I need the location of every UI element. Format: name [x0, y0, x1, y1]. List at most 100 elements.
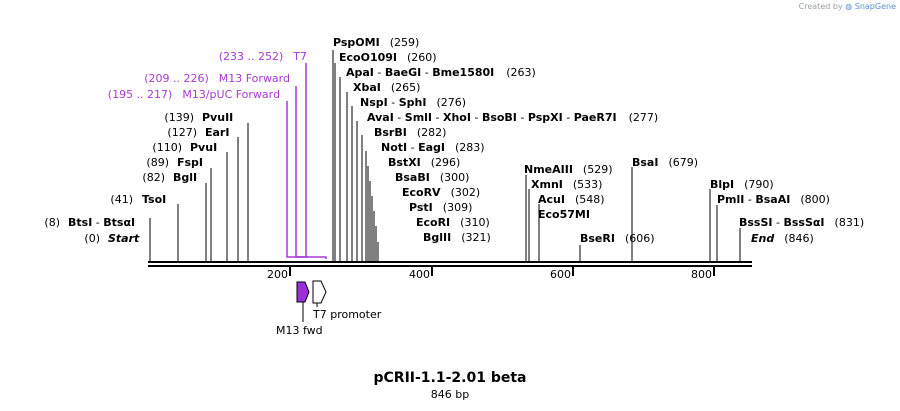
primer-lines — [286, 63, 327, 259]
primer-t7-line — [305, 63, 327, 259]
enzyme-name: EcoRI — [416, 216, 450, 229]
feature-t7-promoter-arrow[interactable] — [312, 280, 327, 304]
feature-label: T7 promoter — [312, 308, 382, 321]
enzyme-name: TsoI — [142, 193, 166, 206]
site-pos: (8) — [44, 216, 60, 229]
tick-label: 200 — [267, 268, 288, 281]
enzyme-name: PspXI — [528, 111, 563, 124]
site-pos: (276) — [436, 96, 466, 109]
enzyme-name: SphI — [399, 96, 427, 109]
primer-range: (195 .. 217) — [108, 88, 173, 101]
svg-text:XmnI(533): XmnI (533) — [531, 178, 602, 191]
svg-text:ApaI - BaeGI - Bme1580I(263): ApaI - BaeGI - Bme1580I (263) — [346, 66, 536, 79]
site-pos: (82) — [142, 171, 165, 184]
svg-text:BstXI(296): BstXI (296) — [388, 156, 460, 169]
site-pos: (800) — [800, 193, 830, 206]
enzyme-name: BsaBI — [395, 171, 430, 184]
credit-brand: SnapGene — [854, 2, 896, 11]
primer-range: (233 .. 252) — [219, 50, 284, 63]
sequence-length: 846 bp — [430, 388, 470, 401]
enzyme-name: Bme1580I — [432, 66, 494, 79]
svg-text:AcuI(548): AcuI (548) — [538, 193, 605, 206]
enzyme-name: PmlI — [717, 193, 744, 206]
site-pos: (533) — [573, 178, 603, 191]
svg-text:NspI - SphI(276): NspI - SphI (276) — [360, 96, 466, 109]
sequence-backbone — [148, 261, 752, 267]
enzyme-name: NspI — [360, 96, 388, 109]
site-pos: (529) — [583, 163, 613, 176]
tick-label: 400 — [409, 268, 430, 281]
site-pos: (321) — [461, 231, 491, 244]
enzyme-name: SmlI — [405, 111, 432, 124]
svg-text:EcoRV(302): EcoRV (302) — [402, 186, 480, 199]
enzyme-name: EagI — [418, 141, 445, 154]
site-pos: (139) — [164, 111, 194, 124]
enzyme-name: BstXI — [388, 156, 421, 169]
svg-text:BsaI(679): BsaI (679) — [632, 156, 698, 169]
site-pos: (260) — [407, 51, 437, 64]
svg-text:BssSI - BssSαI(831): BssSI - BssSαI (831) — [739, 216, 864, 229]
svg-text:(195 .. 217)M13/pUC Forward: (195 .. 217) M13/pUC Forward — [108, 88, 280, 101]
site-labels-mcs: PspOMI (259) EcoO109I (260) ApaI - BaeGI -… — [333, 36, 658, 244]
site-pos: (831) — [835, 216, 865, 229]
enzyme-name: EcoRV — [402, 186, 441, 199]
svg-text:BseRI(606): BseRI (606) — [580, 232, 655, 245]
enzyme-name: AcuI — [538, 193, 565, 206]
scale-ticks: 200 400 600 800 — [267, 266, 715, 281]
primer-name: T7 — [292, 50, 307, 63]
enzyme-name: BsaAI — [755, 193, 790, 206]
credit-prefix: Created by — [798, 2, 843, 11]
end-pos: (0) — [84, 232, 100, 245]
primer-m13puc-forward-line — [286, 101, 306, 258]
enzyme-name: Eco57MI — [538, 208, 590, 221]
map-title: pCRII-1.1-2.01 beta — [373, 370, 527, 386]
svg-text:EcoO109I(260): EcoO109I (260) — [339, 51, 437, 64]
site-pos: (679) — [668, 156, 698, 169]
enzyme-name: XmnI — [531, 178, 563, 191]
svg-text:End(846): End (846) — [751, 232, 814, 245]
enzyme-name: BssSI — [739, 216, 773, 229]
svg-text:PmlI - BsaAI(800): PmlI - BsaAI (800) — [717, 193, 830, 206]
svg-text:PspOMI(259): PspOMI (259) — [333, 36, 419, 49]
site-pos: (548) — [575, 193, 605, 206]
site-pos: (127) — [167, 126, 197, 139]
enzyme-name: PvuII — [202, 111, 233, 124]
tick-label: 800 — [691, 268, 712, 281]
end-pos: (846) — [784, 232, 814, 245]
enzyme-name: BtsαI — [103, 216, 135, 229]
enzyme-name: BglII — [423, 231, 451, 244]
site-labels-left: (8) BtsI - BtsαI (0) Start (41) TsoI (82… — [44, 111, 233, 245]
enzyme-name: BseRI — [580, 232, 615, 245]
svg-text:BglII(321): BglII (321) — [423, 231, 491, 244]
primer-labels: (233 .. 252) T7 (209 .. 226) M13 Forward (… — [108, 50, 307, 101]
site-pos: (265) — [391, 81, 421, 94]
enzyme-name: BaeGI — [385, 66, 421, 79]
cut-site-lines — [149, 50, 741, 262]
site-pos: (296) — [431, 156, 461, 169]
feature-m13-fwd-arrow[interactable] — [296, 281, 310, 303]
site-pos: (282) — [417, 126, 447, 139]
site-labels-right: NmeAIII (529) XmnI (533) AcuI (548) Eco57MI… — [524, 156, 864, 245]
feature-track: T7 promoter M13 fwd — [276, 280, 382, 337]
site-pos: (310) — [460, 216, 490, 229]
svg-text:XbaI(265): XbaI (265) — [353, 81, 420, 94]
enzyme-name: AvaI — [367, 111, 394, 124]
site-pos: (606) — [625, 232, 655, 245]
enzyme-name: BsaI — [632, 156, 658, 169]
enzyme-name: BsrBI — [374, 126, 407, 139]
enzyme-name: PaeR7I — [574, 111, 617, 124]
site-pos: (263) — [506, 66, 536, 79]
enzyme-name: EarI — [205, 126, 229, 139]
snapgene-logo-icon: ◍ — [845, 2, 853, 11]
snapgene-credit: Created by ◍ SnapGene — [799, 2, 896, 11]
svg-text:NotI - EagI(283): NotI - EagI (283) — [381, 141, 485, 154]
primer-range: (209 .. 226) — [144, 72, 209, 85]
start-label: Start — [108, 232, 140, 245]
site-pos: (259) — [390, 36, 420, 49]
svg-text:EcoRI(310): EcoRI (310) — [416, 216, 490, 229]
enzyme-name: BtsI — [68, 216, 92, 229]
primer-name: M13/pUC Forward — [182, 88, 280, 101]
enzyme-name: ApaI — [346, 66, 374, 79]
site-pos: (277) — [629, 111, 659, 124]
site-pos: (283) — [455, 141, 485, 154]
